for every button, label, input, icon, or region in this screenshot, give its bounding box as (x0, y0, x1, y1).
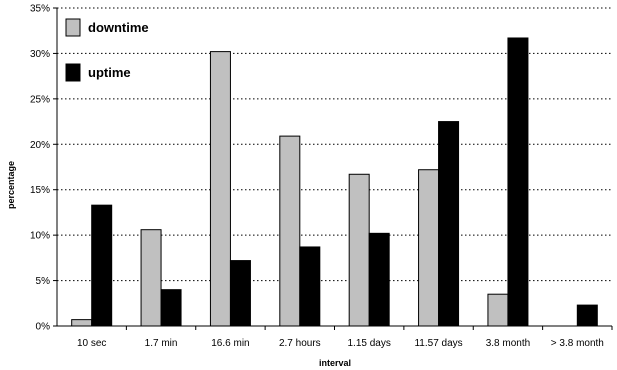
legend-swatch-downtime (65, 18, 81, 37)
y-tick-label: 30% (30, 49, 50, 60)
bar-uptime-4 (368, 232, 390, 327)
y-tick-label: 0% (36, 322, 51, 333)
bar-uptime-2 (229, 260, 251, 327)
bar-uptime-1 (160, 289, 182, 327)
bar-downtime-6 (487, 293, 509, 327)
x-tick-label: 3.8 month (486, 338, 530, 349)
x-tick-label: 2.7 hours (279, 338, 321, 349)
x-axis-title: interval (319, 358, 351, 368)
bar-downtime-1 (140, 229, 162, 327)
bar-downtime-0 (71, 319, 93, 327)
legend-swatch-uptime (65, 63, 81, 82)
legend-label-downtime: downtime (88, 20, 149, 35)
y-tick-label: 25% (30, 94, 50, 105)
y-tick-label: 20% (30, 140, 50, 151)
x-tick-label: 10 sec (77, 338, 106, 349)
y-axis-title: percentage (6, 161, 16, 209)
bar-downtime-5 (418, 169, 440, 327)
y-tick-label: 15% (30, 185, 50, 196)
gridlines (57, 7, 612, 282)
bar-uptime-3 (299, 246, 321, 327)
x-tick-label: 1.7 min (145, 338, 178, 349)
x-tick-label: 11.57 days (414, 338, 462, 349)
bar-uptime-7 (576, 304, 598, 327)
x-ticks: 10 sec 1.7 min 16.6 min 2.7 hours 1.15 days 1… (77, 326, 613, 349)
bar-downtime-3 (279, 135, 301, 327)
legend-label-uptime: uptime (88, 65, 131, 80)
bar-downtime-2 (209, 51, 231, 327)
bar-uptime-5 (438, 121, 460, 327)
x-tick-label: 1.15 days (348, 338, 391, 349)
bar-uptime-6 (507, 37, 529, 327)
legend: downtime uptime (65, 18, 149, 82)
bar-uptime-0 (91, 204, 113, 327)
y-tick-label: 35% (30, 4, 50, 15)
bar-downtime-4 (348, 173, 370, 327)
x-tick-label: > 3.8 month (551, 338, 604, 349)
y-ticks: 0% 5% 10% 15% 20% 25% 30% 35% (30, 4, 57, 333)
y-tick-label: 5% (36, 276, 51, 287)
bars (71, 37, 598, 327)
x-tick-label: 16.6 min (211, 338, 249, 349)
y-tick-label: 10% (30, 231, 50, 242)
